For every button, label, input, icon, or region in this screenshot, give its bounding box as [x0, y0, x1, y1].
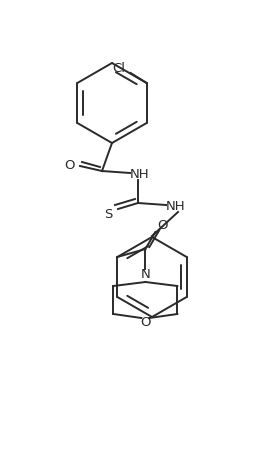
Text: Cl: Cl: [112, 61, 125, 74]
Text: S: S: [104, 207, 112, 220]
Text: NH: NH: [166, 199, 186, 212]
Text: NH: NH: [130, 167, 150, 180]
Text: O: O: [140, 316, 150, 329]
Text: N: N: [140, 268, 150, 281]
Text: O: O: [65, 158, 75, 171]
Text: O: O: [157, 218, 168, 231]
